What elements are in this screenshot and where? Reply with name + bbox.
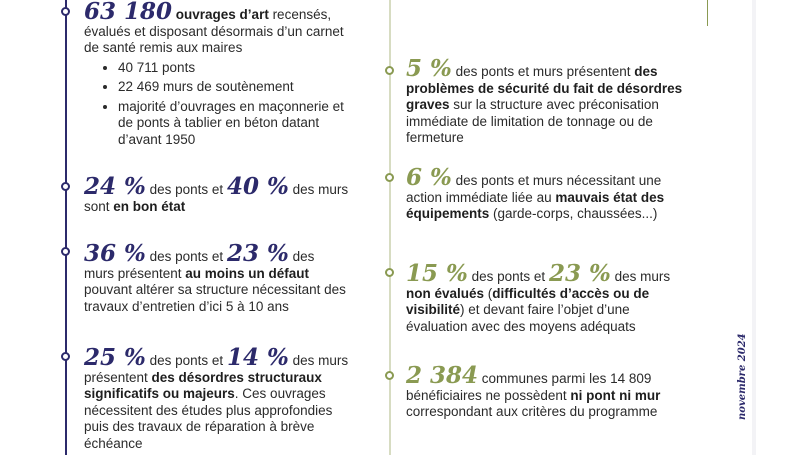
timeline-dot xyxy=(61,247,70,256)
stat-securite: 5 % des ponts et murs présentent des pro… xyxy=(406,57,684,147)
stat-number: 5 % xyxy=(406,55,452,82)
stat-desordres: 25 % des ponts et 14 % des murs présente… xyxy=(84,346,354,452)
stat-bold: difficultés d’accès ou de visibilité xyxy=(406,285,650,318)
stat-bon-etat: 24 % des ponts et 40 % des murs sont en … xyxy=(84,175,354,215)
stat-text: (garde-corps, chaussées...) xyxy=(489,206,658,221)
stat-text: des ponts et xyxy=(467,269,549,284)
stat-text: . Ces ouvrages nécessitent des études pl… xyxy=(84,386,333,451)
bullet-item: 22 469 murs de soutènement xyxy=(118,79,346,96)
stat-number-2: 23 % xyxy=(548,260,611,287)
stat-text: des murs xyxy=(610,269,671,284)
stat-bold: non évalués xyxy=(406,285,485,301)
timeline-dot xyxy=(385,371,394,380)
stat-number: 15 % xyxy=(406,260,468,287)
stat-un-defaut: 36 % des ponts et 23 % des murs présente… xyxy=(84,242,346,315)
stat-bold: des problèmes de sécurité du fait de dés… xyxy=(406,64,683,112)
stat-text: des ponts et xyxy=(145,353,227,368)
side-date: novembre 2024 xyxy=(737,333,748,420)
stat-text: pouvant altérer sa structure nécessitant… xyxy=(84,282,346,314)
stat-number: 6 % xyxy=(406,164,452,191)
stat-bold: en bon état xyxy=(113,198,186,214)
timeline-dot xyxy=(385,268,394,277)
stat-number-2: 40 % xyxy=(226,173,289,200)
stat-text: des ponts et murs nécessitant une action… xyxy=(406,173,662,205)
stat-number-2: 23 % xyxy=(226,240,289,267)
stat-text: des ponts et murs présentent xyxy=(451,64,635,79)
stat-text: des murs présentent xyxy=(84,353,349,385)
stat-ouvrages: 63 180 ouvrages d’art recensés, évalués … xyxy=(84,0,346,151)
stat-text: communes parmi les 14 809 bénéficiaires … xyxy=(406,371,652,403)
timeline-dot xyxy=(61,182,70,191)
stat-number: 24 % xyxy=(84,173,146,200)
stat-text: des ponts et xyxy=(145,182,227,197)
stat-bullets: 40 711 ponts 22 469 murs de soutènement … xyxy=(84,60,346,149)
stat-bold: mauvais état des équipements xyxy=(406,189,665,222)
stat-equipements: 6 % des ponts et murs nécessitant une ac… xyxy=(406,166,668,223)
stat-bold: des désordres structuraux significatifs … xyxy=(84,369,322,402)
side-rule xyxy=(707,0,708,26)
stat-text: correspondant aux critères du programme xyxy=(406,404,658,419)
stat-text: des murs présentent xyxy=(84,249,315,281)
stat-text: ( xyxy=(484,285,493,301)
stat-number: 36 % xyxy=(84,240,146,267)
timeline-dot xyxy=(385,66,394,75)
stat-non-evalues: 15 % des ponts et 23 % des murs non éval… xyxy=(406,262,681,335)
timeline-dot xyxy=(61,7,70,16)
stat-text: sur la structure avec préconisation immé… xyxy=(406,97,659,145)
stat-bold: ni pont ni mur xyxy=(570,387,661,403)
stat-number: 25 % xyxy=(84,344,146,371)
stat-communes: 2 384 communes parmi les 14 809 bénéfici… xyxy=(406,364,678,421)
timeline-dot xyxy=(61,352,70,361)
stat-text: des murs sont xyxy=(84,182,349,214)
stat-text: ) et devant faire l’objet d’une évaluati… xyxy=(406,302,636,334)
left-timeline-line xyxy=(65,0,67,455)
timeline-dot xyxy=(385,173,394,182)
stat-number: 63 180 xyxy=(84,0,173,25)
right-edge-bar xyxy=(752,0,756,455)
stat-text: des ponts et xyxy=(145,249,227,264)
stat-text: recensés, évalués et disposant désormais… xyxy=(84,7,344,55)
bullet-item: majorité d’ouvrages en maçonnerie et de … xyxy=(118,99,346,149)
right-timeline-line xyxy=(389,0,391,455)
stat-number: 2 384 xyxy=(406,362,479,389)
stat-bold: ouvrages d’art xyxy=(172,7,269,22)
bullet-item: 40 711 ponts xyxy=(118,60,346,77)
stat-bold: au moins un défaut xyxy=(185,265,310,281)
stat-number-2: 14 % xyxy=(226,344,289,371)
